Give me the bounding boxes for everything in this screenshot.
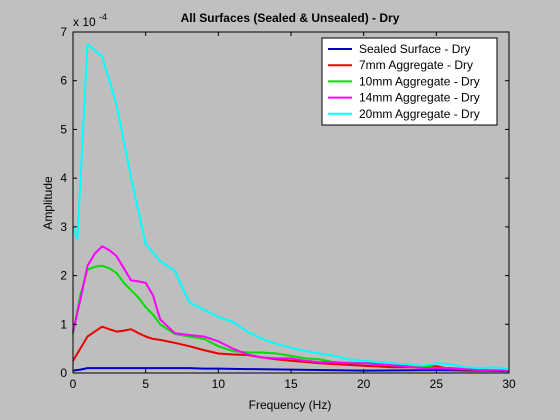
x-tick-label-3: 15 <box>284 377 298 391</box>
y-axis-label: Amplitude <box>41 176 55 230</box>
legend: Sealed Surface - Dry 7mm Aggregate - Dry 1… <box>321 37 498 126</box>
y-axis-multiplier-exponent: -4 <box>99 12 107 22</box>
y-axis-multiplier: x 10 -4 <box>73 12 107 29</box>
x-axis-label: Frequency (Hz) <box>249 398 332 412</box>
y-tick-label-7: 7 <box>60 25 67 39</box>
series-line-3 <box>72 245 510 372</box>
x-tick-label-0: 0 <box>70 377 77 391</box>
y-tick-label-6: 6 <box>60 74 67 88</box>
y-tick-label-2: 2 <box>60 269 67 283</box>
legend-label-0: Sealed Surface - Dry <box>359 42 470 56</box>
legend-label-4: 20mm Aggregate - Dry <box>359 107 480 121</box>
y-axis-multiplier-base: x 10 <box>73 15 96 29</box>
y-tick-label-5: 5 <box>60 122 67 136</box>
x-tick-label-6: 30 <box>502 377 516 391</box>
y-tick-label-3: 3 <box>60 220 67 234</box>
series-line-0 <box>72 367 510 373</box>
y-tick-label-0: 0 <box>60 366 67 380</box>
y-tick-label-1: 1 <box>60 317 67 331</box>
legend-label-1: 7mm Aggregate - Dry <box>359 58 473 72</box>
chart-title: All Surfaces (Sealed & Unsealed) - Dry <box>181 11 400 25</box>
x-tick-label-5: 25 <box>430 377 444 391</box>
legend-label-2: 10mm Aggregate - Dry <box>359 74 480 88</box>
series-layer <box>72 43 510 373</box>
series-line-4 <box>72 43 510 371</box>
legend-label-3: 14mm Aggregate - Dry <box>359 91 480 105</box>
y-tick-label-4: 4 <box>60 171 67 185</box>
axis-ticks: 0 5 10 15 20 25 30 0 1 2 3 4 5 6 7 <box>60 25 516 391</box>
x-tick-label-4: 20 <box>357 377 371 391</box>
x-tick-label-2: 10 <box>212 377 226 391</box>
x-tick-label-1: 5 <box>142 377 149 391</box>
